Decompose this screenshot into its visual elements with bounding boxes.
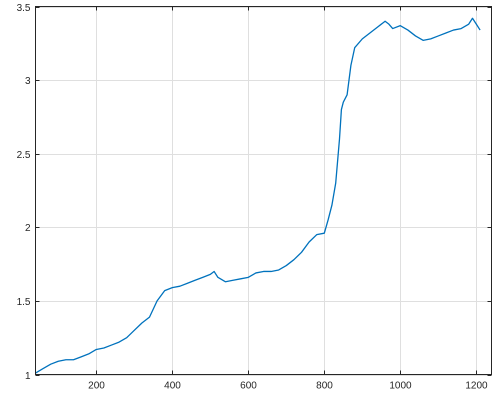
tick-labels: 200 400 600 800 1000 1200 1 1.5 2 2.5 3 3.5 bbox=[17, 3, 488, 392]
x-tick-label: 200 bbox=[88, 381, 105, 392]
x-tick-label: 800 bbox=[316, 381, 333, 392]
series-layer bbox=[35, 17, 481, 374]
y-tick-label: 3 bbox=[25, 76, 31, 87]
tick-marks bbox=[35, 6, 492, 376]
x-tick-label: 1200 bbox=[465, 381, 488, 392]
grid-lines bbox=[35, 6, 492, 376]
x-tick-label: 1000 bbox=[389, 381, 412, 392]
axes-box bbox=[35, 6, 492, 375]
y-tick-label: 1.5 bbox=[17, 297, 31, 308]
series-line bbox=[35, 17, 481, 374]
y-tick-label: 2 bbox=[25, 223, 31, 234]
y-tick-label: 3.5 bbox=[17, 3, 31, 14]
x-tick-label: 400 bbox=[164, 381, 181, 392]
x-tick-label: 600 bbox=[240, 381, 257, 392]
y-tick-label: 2.5 bbox=[17, 150, 31, 161]
y-tick-label: 1 bbox=[25, 371, 31, 382]
